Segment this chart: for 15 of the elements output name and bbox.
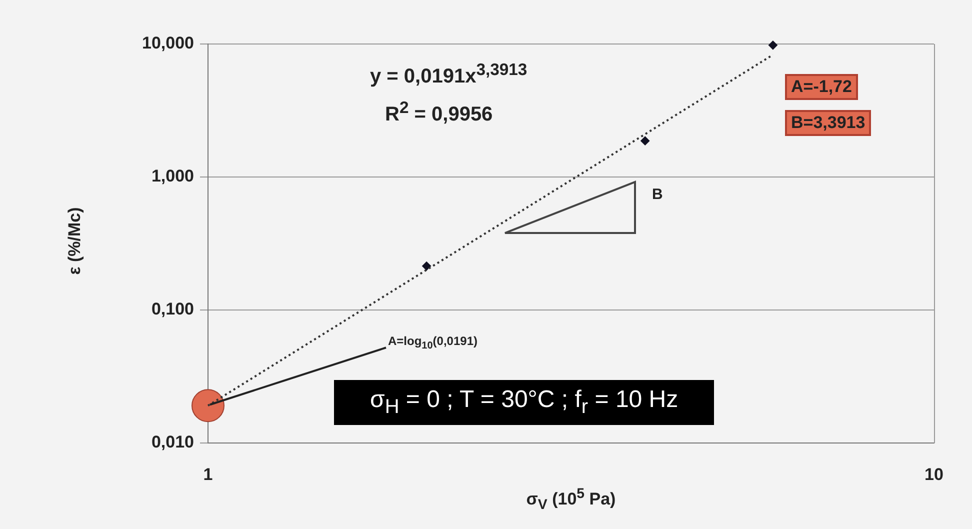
x-axis-title: σ$_{V}$ (10$^{5}$ Pa) [525,486,617,514]
x-tick-label: 1 [203,464,213,484]
annotation: A=-1,72 [785,74,858,100]
annotation: σ$_{H}$ = 0 ; T = 30°C ; f$_{r}$ = 10 Hz [334,380,714,425]
annotation: A=log$_{10}$(0,0191) [388,334,478,351]
annotation: B=3,3913 [785,110,872,136]
x-tick-label: 10 [924,464,944,484]
annotation: R$^{2}$ = 0,9956 [385,98,493,127]
y-tick-label: 0,010 [151,432,194,452]
y-tick-label: 10,000 [142,34,194,53]
y-axis-title: ε (%/Mc) [65,206,85,277]
y-tick-label: 0,100 [151,300,194,319]
annotation: B [652,186,663,203]
annotation: y = 0,0191x$^{3,3913}$ [370,60,528,89]
y-tick-label: 1,000 [151,166,194,186]
